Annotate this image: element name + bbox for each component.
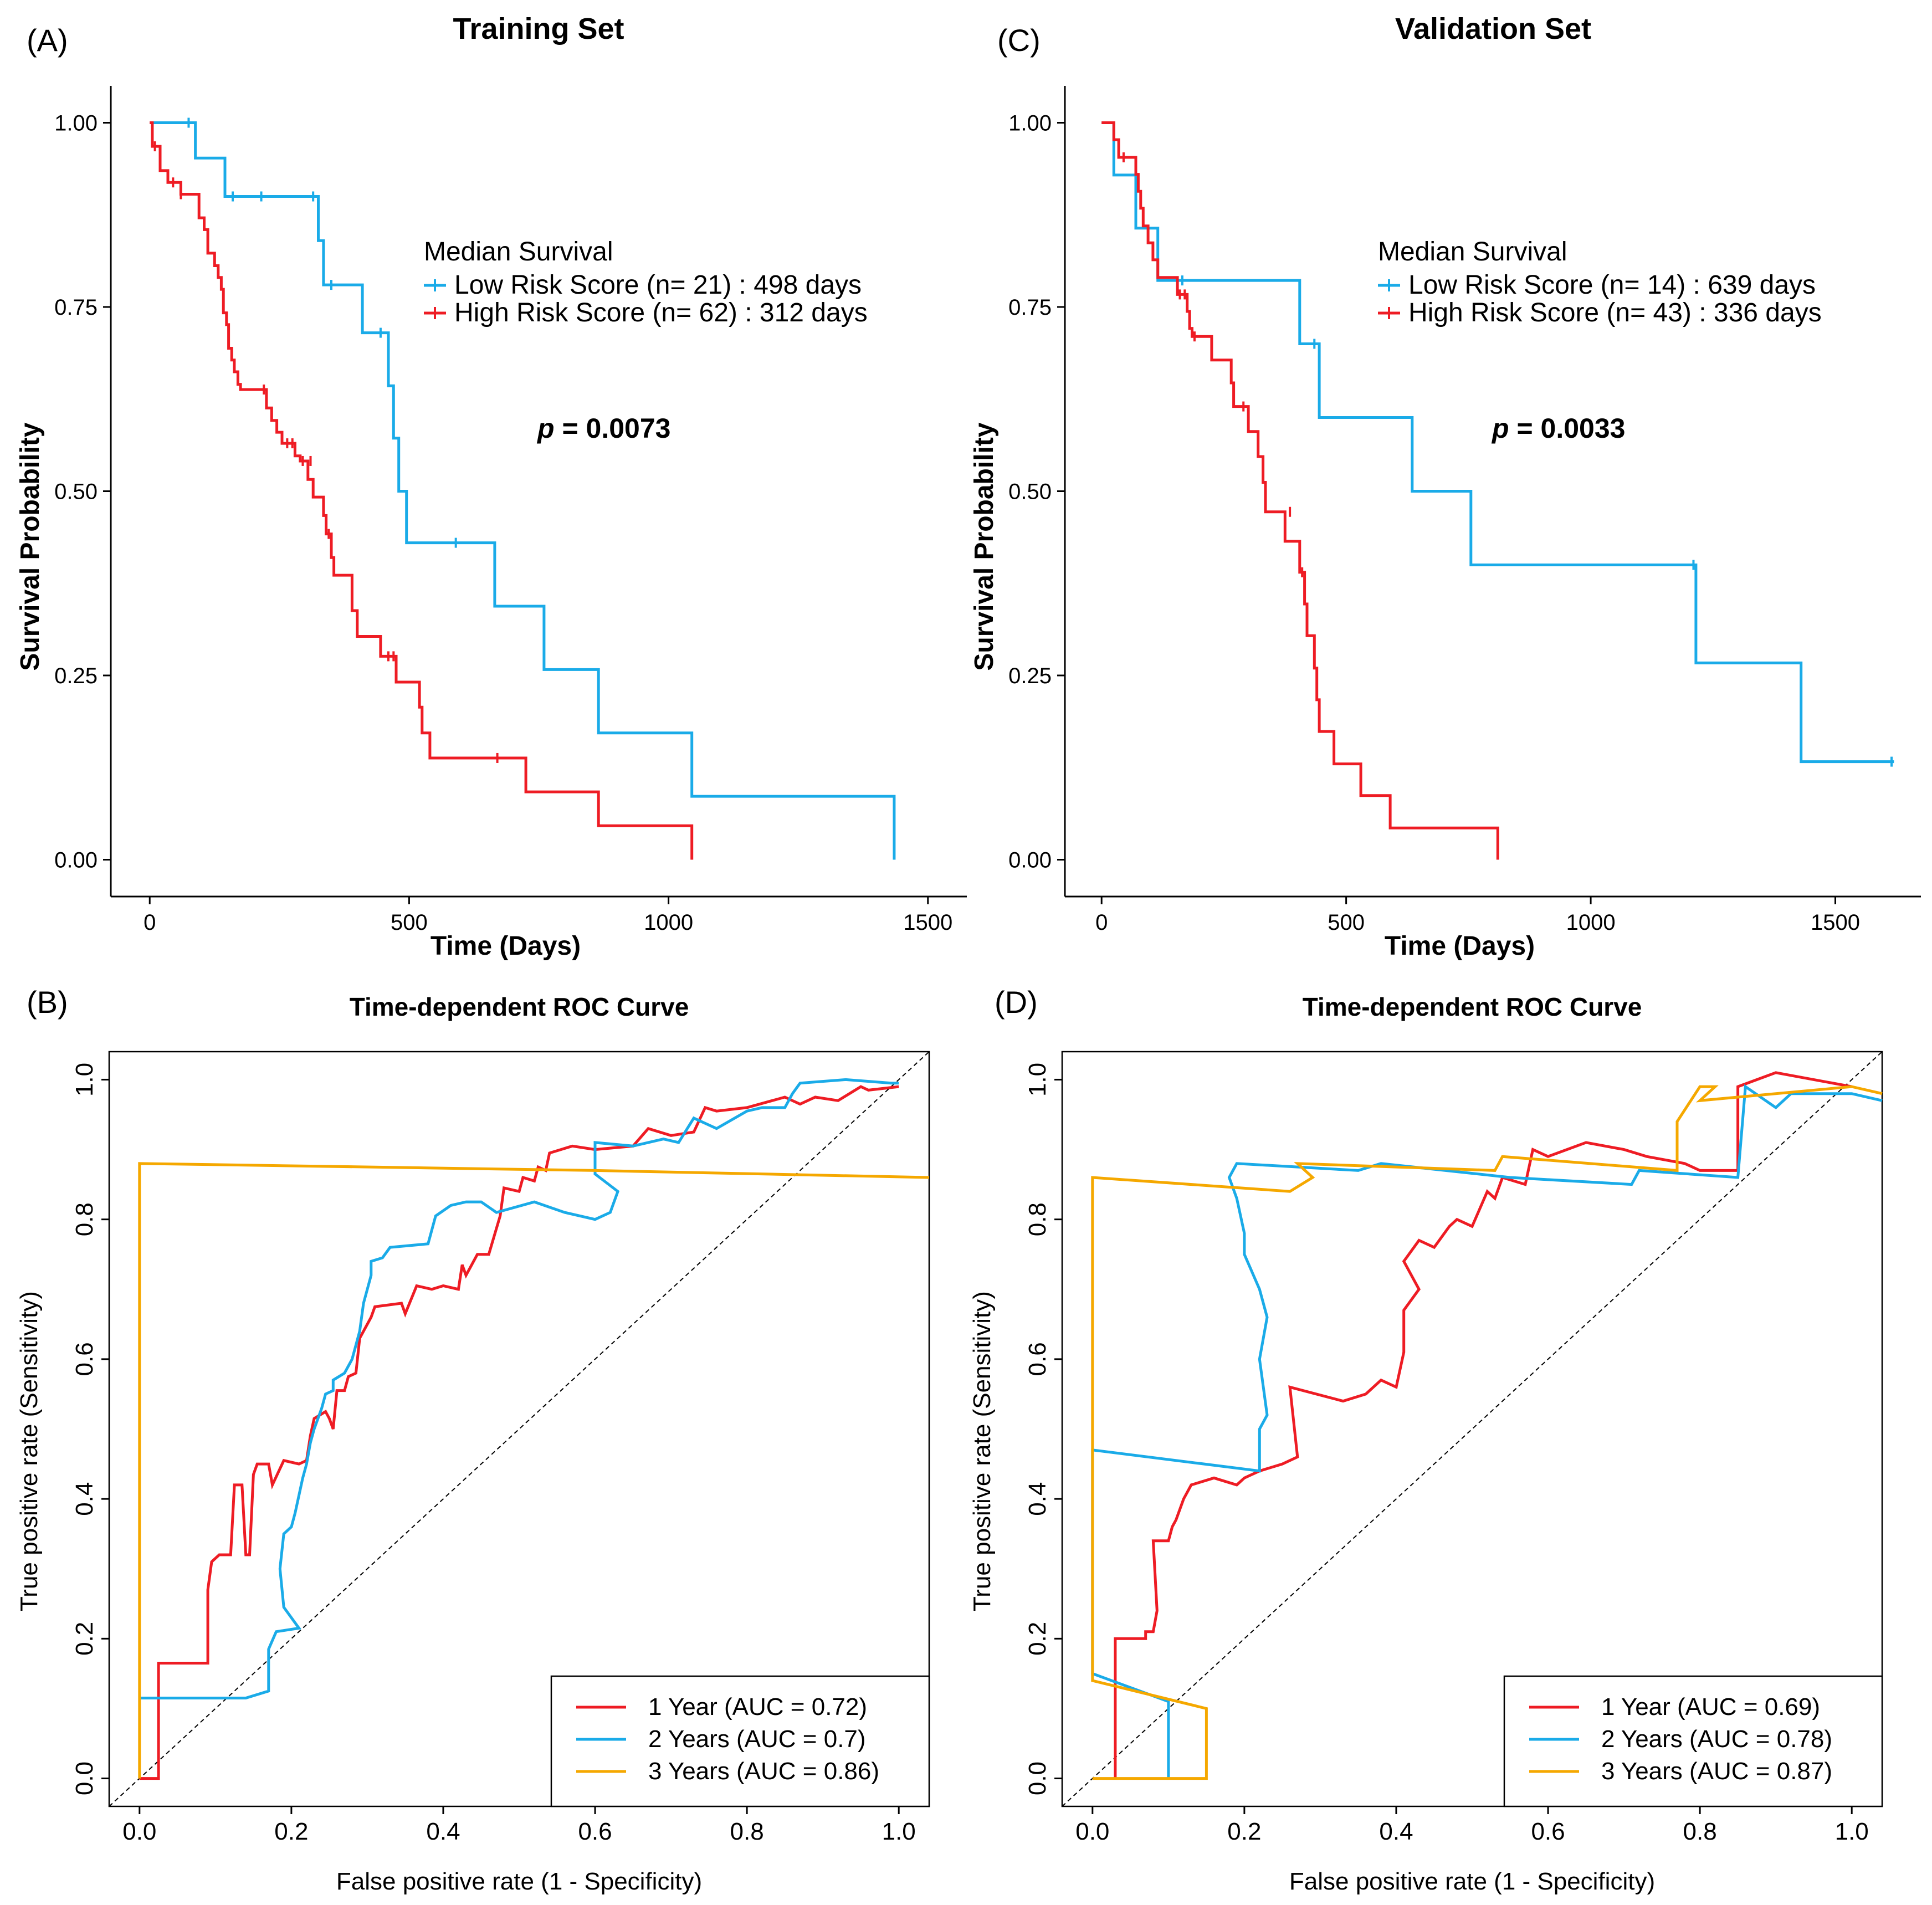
x-tick-label: 1000 (644, 910, 693, 935)
legend-entry: 3 Years (AUC = 0.86) (648, 1758, 879, 1785)
y-tick-label: 0.8 (1024, 1202, 1051, 1236)
x-tick-label: 0.6 (578, 1818, 612, 1845)
y-tick-label: 0.2 (1024, 1622, 1051, 1656)
x-axis-label: False positive rate (1 - Specificity) (1289, 1868, 1655, 1895)
x-tick-label: 0 (144, 910, 156, 935)
legend-entry: Low Risk Score (n= 21) : 498 days (454, 270, 862, 300)
y-tick-label: 0.75 (54, 295, 98, 320)
panel-d: (D) Time-dependent ROC Curve 0.0 0.2 0.4 0.6 0… (968, 985, 1883, 1895)
legend-entry: 1 Year (AUC = 0.72) (648, 1693, 867, 1720)
x-tick-label: 0 (1095, 910, 1108, 935)
x-tick-label: 0.6 (1531, 1818, 1565, 1845)
y-tick-label: 0.25 (54, 664, 98, 688)
y-tick-label: 0.2 (71, 1622, 98, 1656)
x-axis-label: False positive rate (1 - Specificity) (336, 1868, 702, 1895)
plot-frame (1061, 1051, 1883, 1807)
series-line-y1 (1114, 1071, 1852, 1779)
x-tick-label: 0.4 (426, 1818, 460, 1845)
x-axis-label: Time (Days) (1385, 931, 1535, 961)
series-line-low (1101, 121, 1894, 764)
panel-label: (D) (995, 985, 1038, 1020)
x-axis-label: Time (Days) (431, 931, 581, 961)
y-tick-label: 1.0 (1024, 1063, 1051, 1097)
legend-entry: 3 Years (AUC = 0.87) (1601, 1758, 1832, 1785)
x-tick-label: 0.2 (274, 1818, 308, 1845)
panel-label: (A) (27, 23, 68, 58)
y-tick-label: 0.6 (1024, 1342, 1051, 1376)
series-line-y3 (1091, 1085, 1883, 1780)
y-axis-label: True positive rate (Sensitivity) (968, 1291, 996, 1611)
panel-label: (C) (997, 23, 1041, 58)
chart-title: Training Set (453, 12, 624, 45)
p-symbol: p (536, 413, 555, 444)
legend-entry: High Risk Score (n= 43) : 336 days (1408, 298, 1822, 327)
p-value: p = 0.0073 (536, 413, 670, 444)
y-tick-label: 0.25 (1008, 664, 1052, 688)
x-tick-label: 0.2 (1227, 1818, 1261, 1845)
p-value: p = 0.0033 (1491, 413, 1625, 444)
y-tick-label: 1.00 (1008, 111, 1052, 136)
legend-entry: 1 Year (AUC = 0.69) (1601, 1693, 1820, 1720)
y-tick-label: 0.75 (1008, 295, 1052, 320)
x-tick-label: 0.0 (1075, 1818, 1109, 1845)
p-value-text: = 0.0033 (1509, 413, 1626, 444)
series-line-y1 (139, 1085, 899, 1780)
x-tick-label: 1500 (1811, 910, 1860, 935)
legend-entry: 2 Years (AUC = 0.78) (1601, 1725, 1832, 1753)
panel-c: (C) Validation Set 0 500 1000 1500 0.00 0.25 0.5… (970, 12, 1921, 961)
y-tick-label: 1.0 (71, 1063, 98, 1097)
x-tick-label: 0.0 (122, 1818, 156, 1845)
y-tick-label: 0.50 (1008, 480, 1052, 504)
panel-label: (B) (27, 985, 68, 1020)
y-tick-label: 0.0 (1024, 1761, 1051, 1795)
panel-a: (A) Training Set 0 500 1000 1500 0.00 0.25 0.50 0… (16, 12, 967, 961)
legend-title: Median Survival (1378, 237, 1567, 267)
x-tick-label: 1000 (1566, 910, 1616, 935)
x-tick-label: 0.4 (1379, 1818, 1413, 1845)
chart-title: Validation Set (1395, 12, 1591, 45)
legend-box (550, 1675, 930, 1807)
y-tick-label: 0.00 (1008, 848, 1052, 873)
legend-entry: Low Risk Score (n= 14) : 639 days (1408, 270, 1816, 300)
series-line-low (150, 121, 896, 860)
y-axis-label: True positive rate (Sensitivity) (16, 1291, 43, 1611)
x-tick-label: 1.0 (1835, 1818, 1869, 1845)
chart-title: Time-dependent ROC Curve (350, 992, 689, 1021)
x-tick-label: 0.8 (1683, 1818, 1717, 1845)
x-tick-label: 0.8 (730, 1818, 764, 1845)
legend-title: Median Survival (424, 237, 613, 267)
y-tick-label: 0.50 (54, 480, 98, 504)
legend-entry: High Risk Score (n= 62) : 312 days (454, 298, 868, 327)
y-tick-label: 0.4 (1024, 1482, 1051, 1516)
y-axis-label: Survival Probability (970, 422, 999, 670)
series-line-y3 (138, 1162, 930, 1779)
y-tick-label: 0.8 (71, 1202, 98, 1236)
x-tick-label: 1.0 (882, 1818, 916, 1845)
series-line-y2 (139, 1078, 899, 1699)
p-symbol: p (1491, 413, 1509, 444)
legend-entry: 2 Years (AUC = 0.7) (648, 1725, 866, 1753)
x-tick-label: 500 (1328, 910, 1365, 935)
p-value-text: = 0.0073 (555, 413, 671, 444)
y-tick-label: 0.0 (71, 1761, 98, 1795)
y-tick-label: 0.4 (71, 1482, 98, 1516)
y-tick-label: 0.00 (54, 848, 98, 873)
x-tick-label: 500 (391, 910, 428, 935)
chart-title: Time-dependent ROC Curve (1303, 992, 1642, 1021)
plot-frame (108, 1051, 930, 1807)
series-line-high (150, 121, 694, 860)
y-tick-label: 0.6 (71, 1342, 98, 1376)
x-tick-label: 1500 (903, 910, 952, 935)
panel-b: (B) Time-dependent ROC Curve 0.0 0.2 0.4 0.6 0… (16, 985, 930, 1895)
legend-box (1503, 1675, 1883, 1807)
y-tick-label: 1.00 (54, 111, 98, 136)
y-axis-label: Survival Probability (16, 422, 45, 670)
series-line-high (1101, 121, 1499, 860)
